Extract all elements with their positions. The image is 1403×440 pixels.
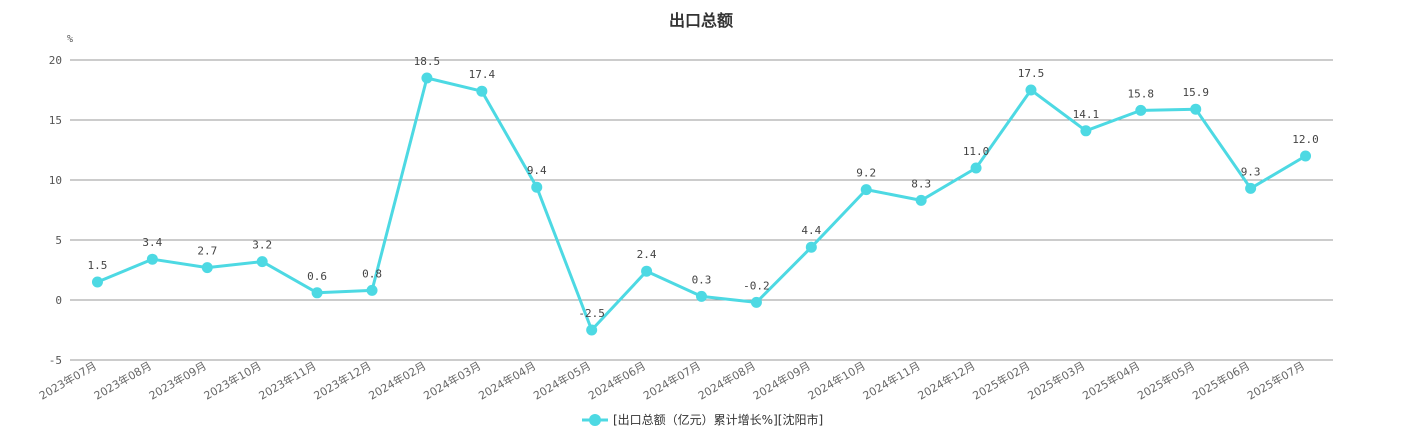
data-point[interactable]: [1245, 182, 1257, 194]
data-label: 15.9: [1182, 86, 1209, 99]
y-tick-label: 20: [49, 54, 62, 67]
data-label: 1.5: [88, 259, 108, 272]
data-label: 3.4: [142, 236, 162, 249]
x-tick-label: 2024年12月: [915, 358, 977, 402]
y-tick-label: 0: [55, 294, 62, 307]
data-label: 4.4: [801, 224, 821, 237]
data-label: 15.8: [1128, 87, 1155, 100]
legend[interactable]: [出口总额（亿元）累计增长%][沈阳市]: [582, 412, 823, 427]
data-label: 9.2: [856, 167, 876, 180]
data-point[interactable]: [421, 72, 433, 84]
data-label: 18.5: [414, 55, 441, 68]
data-point[interactable]: [201, 262, 213, 274]
y-tick-label: 15: [49, 114, 62, 127]
data-point[interactable]: [805, 241, 817, 253]
data-point[interactable]: [915, 194, 927, 206]
x-tick-label: 2025年07月: [1245, 358, 1307, 402]
x-tick-label: 2024年07月: [641, 358, 703, 402]
data-point[interactable]: [1135, 104, 1147, 116]
data-label: 0.6: [307, 270, 327, 283]
data-point[interactable]: [586, 324, 598, 336]
data-point[interactable]: [641, 265, 653, 277]
x-tick-label: 2023年08月: [91, 358, 153, 402]
x-tick-label: 2024年05月: [531, 358, 593, 402]
data-label: 9.3: [1241, 165, 1261, 178]
x-tick-label: 2024年11月: [860, 358, 922, 402]
data-point[interactable]: [1025, 84, 1037, 96]
data-point[interactable]: [696, 290, 707, 302]
y-axis-unit: %: [67, 34, 73, 45]
x-tick-label: 2024年03月: [421, 358, 483, 402]
y-axis-ticks: 20 15 10 5 0 -5: [49, 54, 62, 367]
y-tick-label: 10: [49, 174, 62, 187]
data-label: -2.5: [578, 307, 605, 320]
data-label: 3.2: [252, 239, 272, 252]
data-label: 9.4: [527, 164, 547, 177]
x-tick-label: 2023年10月: [201, 358, 263, 402]
data-label: 11.0: [963, 145, 990, 158]
x-tick-label: 2023年11月: [256, 358, 318, 402]
x-tick-label: 2024年04月: [476, 358, 538, 402]
chart-title: 出口总额: [669, 11, 733, 30]
data-label: 8.3: [911, 177, 931, 190]
data-point[interactable]: [146, 253, 158, 265]
data-label: 0.8: [362, 267, 382, 280]
data-label: 14.1: [1073, 108, 1100, 121]
data-point[interactable]: [366, 284, 378, 296]
data-point[interactable]: [531, 181, 543, 193]
data-point[interactable]: [970, 162, 982, 174]
x-tick-label: 2023年07月: [37, 358, 99, 402]
data-point[interactable]: [256, 256, 268, 268]
x-axis-ticks: 2023年07月2023年08月2023年09月2023年10月2023年11月…: [37, 358, 1308, 402]
x-tick-label: 2023年12月: [311, 358, 373, 402]
data-point[interactable]: [1190, 103, 1202, 115]
data-point[interactable]: [1300, 150, 1312, 162]
gridlines: [70, 59, 1333, 361]
x-tick-label: 2024年02月: [366, 358, 428, 402]
legend-label: [出口总额（亿元）累计增长%][沈阳市]: [613, 412, 823, 427]
x-tick-label: 2025年02月: [970, 358, 1032, 402]
data-point[interactable]: [476, 85, 488, 97]
data-point[interactable]: [311, 287, 323, 299]
x-tick-label: 2023年09月: [146, 358, 208, 402]
x-tick-label: 2025年04月: [1080, 358, 1142, 402]
data-label: 17.5: [1018, 67, 1045, 80]
data-label: 17.4: [469, 68, 496, 81]
x-tick-label: 2025年05月: [1135, 358, 1197, 402]
data-point[interactable]: [91, 276, 103, 288]
x-tick-label: 2024年08月: [695, 358, 757, 402]
legend-marker-icon: [589, 414, 601, 426]
data-label: 0.3: [692, 273, 712, 286]
x-tick-label: 2025年06月: [1190, 358, 1252, 402]
data-label: 2.4: [637, 248, 657, 261]
data-label: -0.2: [743, 279, 770, 292]
series-group: 1.5 3.4 2.7 3.2 0.6 0.8 18.5 17.4 9.4 -2.5 2.4 0.3 -…: [88, 55, 1319, 336]
data-point[interactable]: [750, 296, 762, 308]
x-tick-label: 2025年03月: [1025, 358, 1087, 402]
x-tick-label: 2024年09月: [750, 358, 812, 402]
data-point[interactable]: [1080, 125, 1092, 137]
y-tick-label: 5: [55, 234, 62, 247]
data-label: 12.0: [1292, 133, 1319, 146]
x-tick-label: 2024年06月: [586, 358, 648, 402]
y-tick-label: -5: [49, 354, 62, 367]
x-tick-label: 2024年10月: [805, 358, 867, 402]
data-label: 2.7: [197, 245, 217, 258]
data-point[interactable]: [860, 184, 872, 196]
